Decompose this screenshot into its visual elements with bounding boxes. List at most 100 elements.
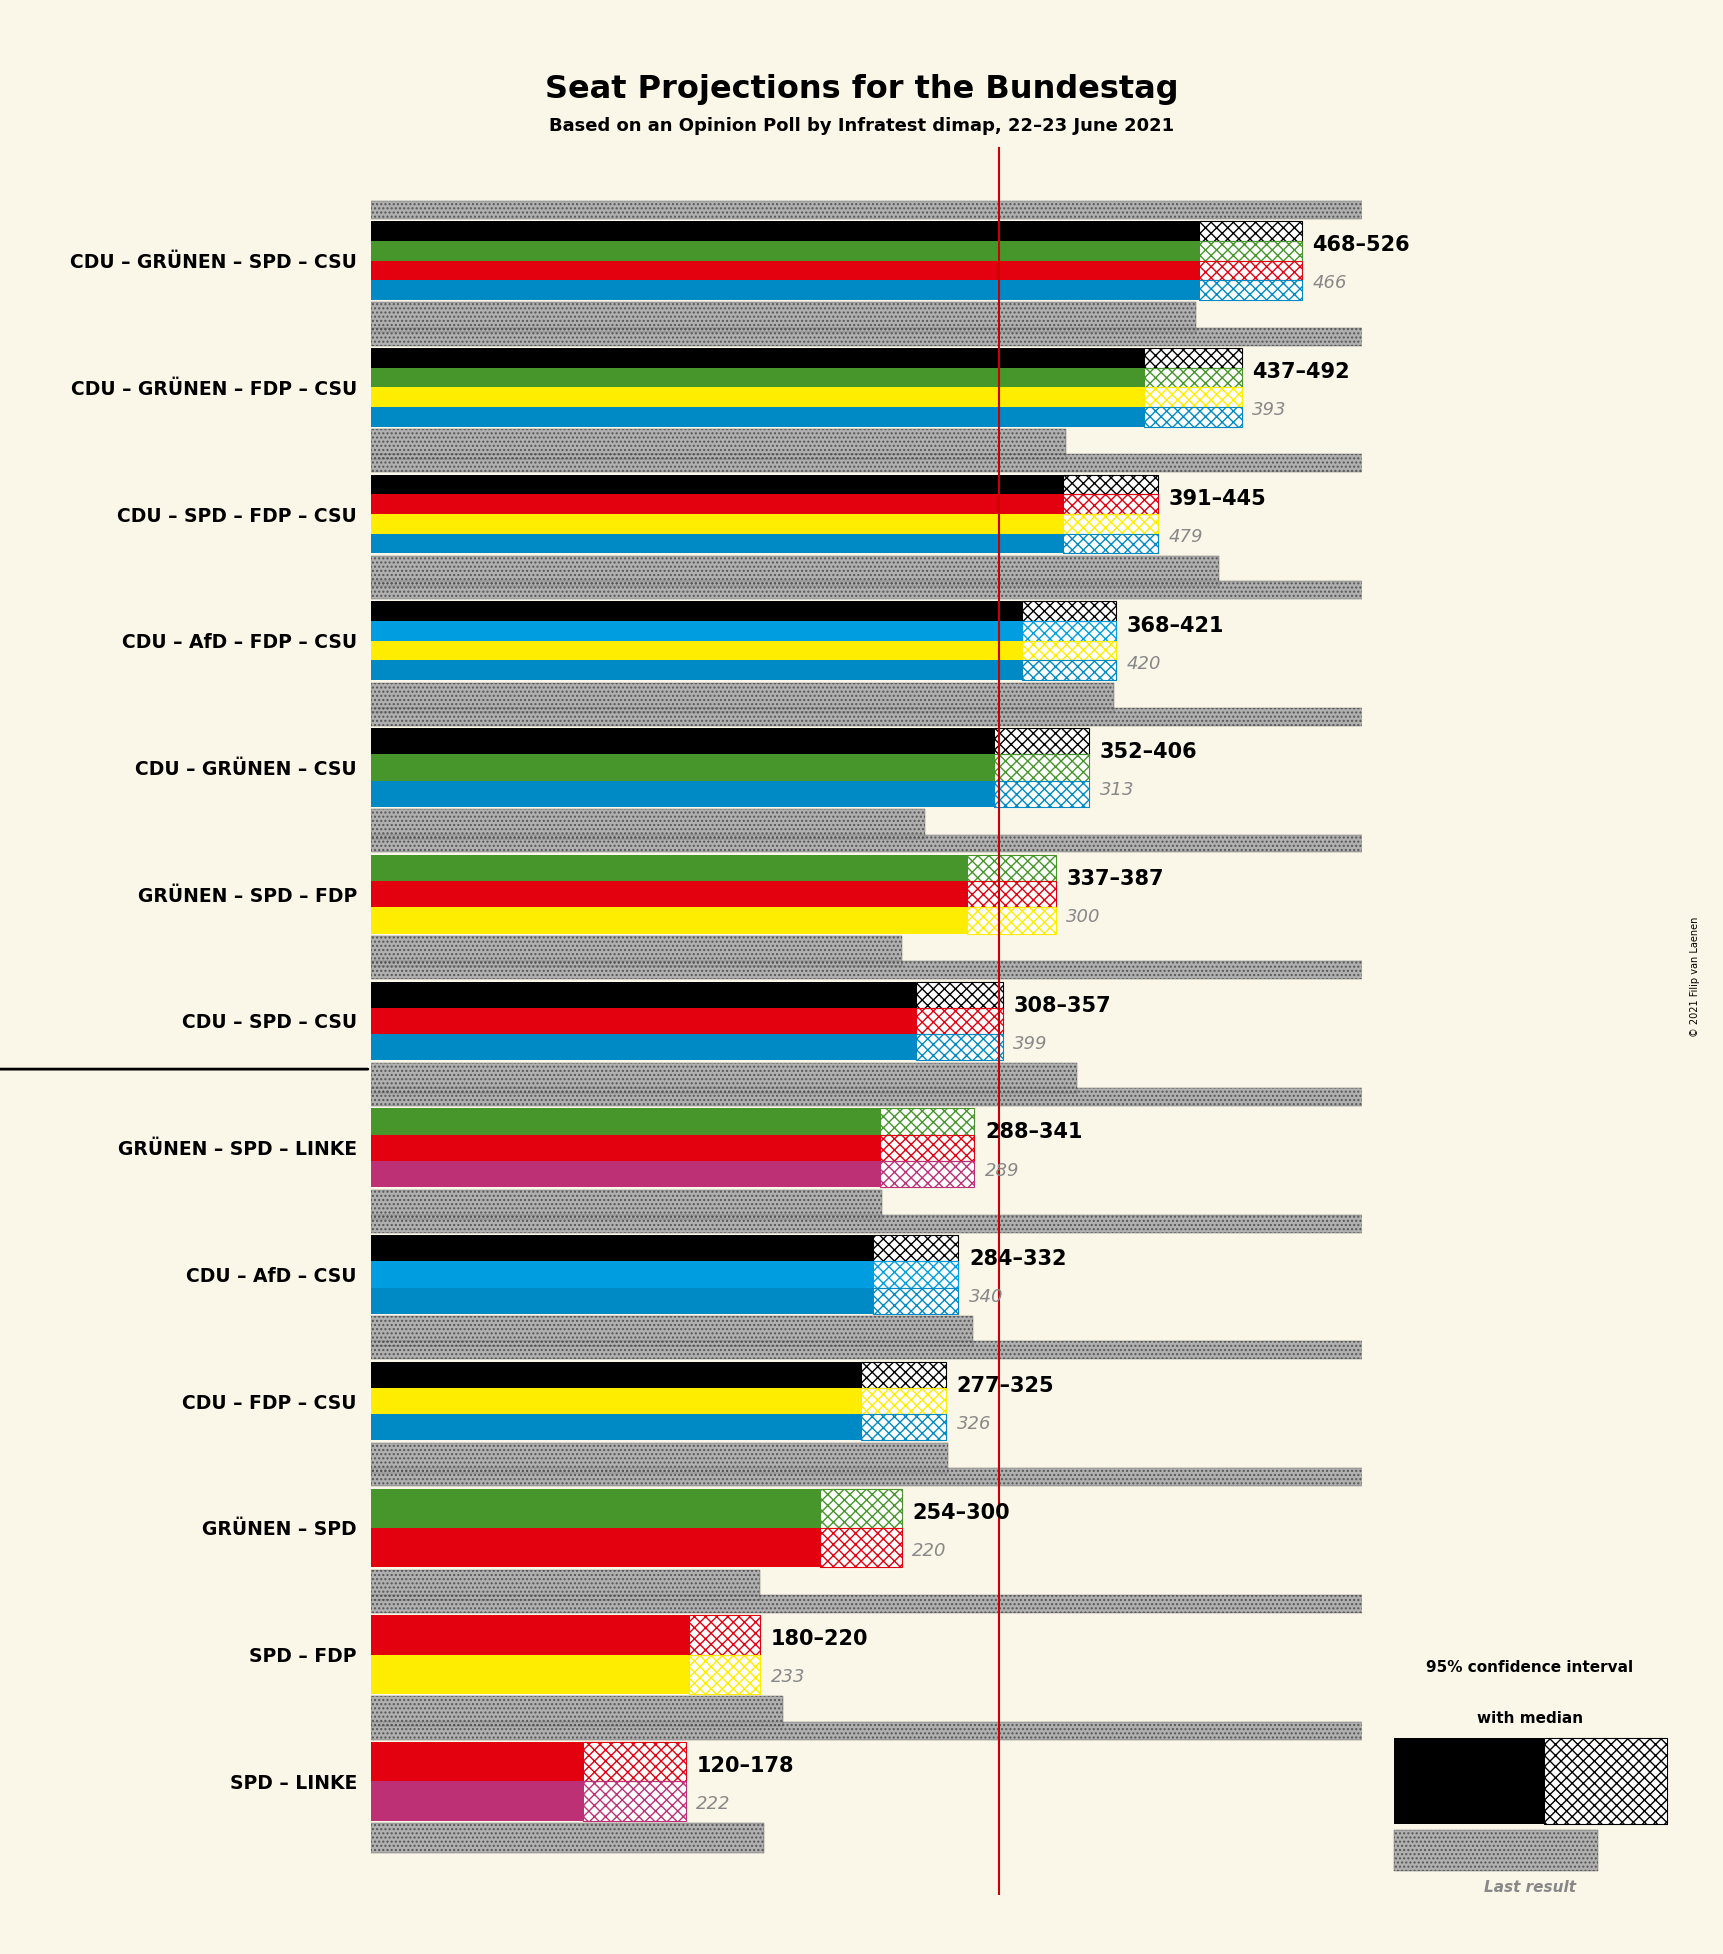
- Bar: [370, 1088, 1459, 1106]
- Text: 479: 479: [1168, 528, 1203, 545]
- Bar: [1144, 348, 1241, 367]
- Bar: [370, 981, 915, 1008]
- Bar: [874, 1262, 958, 1288]
- Bar: [1144, 367, 1241, 387]
- Bar: [370, 1135, 880, 1161]
- Bar: [370, 1489, 820, 1528]
- Bar: [370, 303, 1194, 332]
- Bar: [1061, 475, 1158, 494]
- Bar: [860, 1415, 946, 1440]
- Text: 393: 393: [1251, 401, 1285, 420]
- Bar: [915, 1034, 1003, 1061]
- Bar: [370, 279, 1199, 299]
- Bar: [1061, 494, 1158, 514]
- Bar: [915, 981, 1003, 1008]
- Bar: [370, 641, 1022, 660]
- Bar: [370, 936, 901, 965]
- Text: 466: 466: [1311, 274, 1346, 293]
- Bar: [370, 1063, 1077, 1092]
- Bar: [992, 754, 1089, 780]
- Bar: [370, 1362, 860, 1387]
- Text: 399: 399: [1013, 1036, 1048, 1053]
- Bar: [370, 1696, 782, 1725]
- Bar: [370, 1743, 582, 1782]
- Text: 220: 220: [911, 1542, 946, 1559]
- Bar: [370, 834, 1459, 852]
- Bar: [370, 754, 992, 780]
- Bar: [370, 707, 1459, 725]
- Bar: [370, 729, 992, 754]
- Bar: [370, 1569, 760, 1600]
- Bar: [880, 1135, 973, 1161]
- Text: 368–421: 368–421: [1125, 616, 1223, 635]
- Bar: [370, 1721, 1459, 1739]
- Bar: [370, 555, 1218, 586]
- Bar: [370, 406, 1144, 426]
- Bar: [370, 475, 1061, 494]
- Bar: [1199, 279, 1301, 299]
- Bar: [370, 1594, 1459, 1612]
- Text: 352–406: 352–406: [1099, 743, 1197, 762]
- Bar: [1022, 602, 1115, 621]
- Bar: [992, 780, 1089, 807]
- Bar: [370, 1317, 972, 1346]
- Bar: [1199, 260, 1301, 279]
- Bar: [370, 1823, 763, 1852]
- Bar: [370, 240, 1199, 260]
- Bar: [860, 1362, 946, 1387]
- Text: 120–178: 120–178: [696, 1757, 793, 1776]
- Bar: [370, 809, 924, 838]
- Bar: [370, 328, 1459, 346]
- Bar: [370, 936, 901, 965]
- Bar: [370, 430, 1067, 459]
- Bar: [370, 961, 1459, 979]
- Bar: [689, 1616, 760, 1655]
- Bar: [689, 1616, 760, 1655]
- Bar: [1199, 221, 1301, 240]
- Text: Seat Projections for the Bundestag: Seat Projections for the Bundestag: [544, 74, 1179, 106]
- Bar: [1144, 367, 1241, 387]
- Bar: [370, 1063, 1077, 1092]
- Bar: [1199, 240, 1301, 260]
- Bar: [880, 1161, 973, 1186]
- Bar: [915, 1008, 1003, 1034]
- Text: 180–220: 180–220: [770, 1630, 868, 1649]
- Bar: [1022, 660, 1115, 680]
- Bar: [370, 1262, 874, 1288]
- Bar: [370, 580, 1459, 600]
- Text: 277–325: 277–325: [956, 1376, 1053, 1395]
- Bar: [370, 1467, 1459, 1487]
- Bar: [874, 1288, 958, 1313]
- Bar: [1392, 1831, 1597, 1870]
- Bar: [370, 387, 1144, 406]
- Bar: [967, 856, 1054, 881]
- Bar: [370, 660, 1022, 680]
- Bar: [1144, 348, 1241, 367]
- Bar: [370, 961, 1459, 979]
- Text: 313: 313: [1099, 782, 1134, 799]
- Bar: [370, 221, 1199, 240]
- Bar: [370, 881, 967, 907]
- Text: 420: 420: [1125, 655, 1160, 672]
- Bar: [370, 303, 1194, 332]
- Bar: [1542, 1739, 1666, 1823]
- Bar: [1144, 406, 1241, 426]
- Bar: [992, 754, 1089, 780]
- Text: 337–387: 337–387: [1067, 870, 1163, 889]
- Bar: [370, 1467, 1459, 1487]
- Bar: [992, 729, 1089, 754]
- Text: 326: 326: [956, 1415, 991, 1432]
- Bar: [820, 1528, 901, 1567]
- Bar: [1022, 641, 1115, 660]
- Bar: [370, 1442, 948, 1473]
- Bar: [370, 1696, 782, 1725]
- Bar: [967, 881, 1054, 907]
- Bar: [689, 1655, 760, 1694]
- Bar: [1061, 533, 1158, 553]
- Text: with median: with median: [1477, 1712, 1582, 1725]
- Text: 289: 289: [984, 1161, 1018, 1180]
- Bar: [370, 1721, 1459, 1739]
- Bar: [967, 907, 1054, 934]
- Bar: [860, 1387, 946, 1415]
- Text: 300: 300: [1067, 909, 1101, 926]
